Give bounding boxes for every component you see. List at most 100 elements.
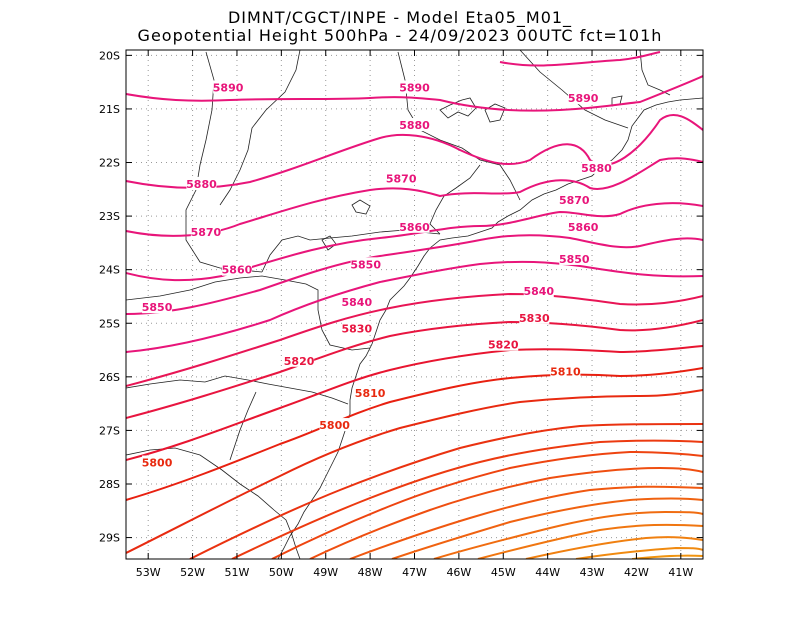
contour-line [126, 234, 703, 315]
contour-label-bg [386, 171, 417, 185]
title-line-1: DIMNT/CGCT/INPE - Model Eta05_M01_ [227, 8, 573, 27]
contour-line [126, 260, 703, 353]
contour-label: 5830 [341, 323, 372, 336]
contour-label-bg [559, 193, 590, 207]
lat-tick-label: 25S [99, 317, 120, 330]
contour-line [126, 157, 703, 237]
contour-line [477, 523, 703, 559]
lon-tick-label: 52W [180, 566, 205, 579]
contour-line [525, 536, 703, 559]
lon-tick-label: 44W [535, 566, 560, 579]
contour-label-bg [523, 284, 554, 298]
contour-label-bg [581, 160, 612, 174]
contour-line [126, 345, 703, 461]
contour-label: 5860 [568, 221, 599, 234]
contour-label: 5880 [581, 162, 612, 175]
lat-tick-label: 29S [99, 532, 120, 545]
lat-tick-label: 22S [99, 157, 120, 170]
contour-label-bg [568, 91, 599, 105]
state-border [126, 275, 371, 351]
lon-tick-label: 47W [402, 566, 427, 579]
lake-outline [484, 103, 506, 123]
contour-label-bg [488, 337, 519, 351]
contour-label: 5850 [559, 253, 590, 266]
lon-tick-label: 42W [624, 566, 649, 579]
lat-tick-label: 23S [99, 210, 120, 223]
contour-line [126, 202, 703, 282]
height-contours [126, 51, 703, 559]
lon-tick-label: 41W [668, 566, 693, 579]
contour-label: 5820 [488, 339, 519, 352]
lat-tick-label: 28S [99, 478, 120, 491]
contour-line [189, 423, 703, 559]
contour-label: 5890 [568, 92, 599, 105]
contour-label-bg [213, 80, 244, 94]
contour-label: 5800 [319, 419, 350, 432]
contour-line [126, 292, 703, 387]
lat-tick-label: 21S [99, 103, 120, 116]
contour-label: 5820 [284, 355, 315, 368]
lon-tick-label: 51W [225, 566, 250, 579]
title-line-2: Geopotential Height 500hPa - 24/09/2023 … [137, 26, 663, 45]
contour-label-bg [355, 385, 386, 399]
contour-label: 5850 [142, 301, 173, 314]
lat-tick-label: 26S [99, 371, 120, 384]
contour-label: 5870 [559, 194, 590, 207]
state-border [229, 391, 257, 461]
contour-label: 5830 [519, 312, 550, 325]
contour-label-bg [550, 364, 581, 378]
contour-line [126, 114, 703, 189]
contour-label: 5860 [399, 221, 430, 234]
contour-label-bg [399, 219, 430, 233]
lat-tick-label: 24S [99, 264, 120, 277]
contour-line [126, 75, 703, 112]
lake-outline [351, 199, 371, 215]
contour-label: 5840 [523, 285, 554, 298]
contour-label-bg [221, 262, 252, 276]
axis-ticks: 20S 21S 22S 23S 24S 25S 26S 27S 28S 29S 53W 52W 51W 5… [99, 49, 703, 579]
contour-label: 5850 [350, 258, 381, 271]
contour-label: 5810 [355, 387, 386, 400]
contour-label-bg [559, 251, 590, 265]
contour-label-bg [341, 321, 372, 335]
contour-labels: 5890 5890 5890 5880 5880 5880 5870 5870 5870 5860… [142, 80, 612, 470]
contour-line [271, 450, 703, 559]
contour-line [126, 367, 703, 501]
contour-label-bg [399, 80, 430, 94]
contour-label-bg [399, 118, 430, 132]
contour-label-bg [319, 418, 350, 432]
contour-label: 5890 [399, 82, 430, 95]
contour-label: 5870 [386, 173, 417, 186]
contour-label-bg [350, 257, 381, 271]
state-border [219, 50, 301, 206]
lon-tick-label: 49W [313, 566, 338, 579]
contour-line [575, 546, 703, 559]
contour-label-bg [341, 294, 372, 308]
contour-line [391, 497, 703, 559]
contour-line [231, 439, 703, 559]
lon-tick-label: 46W [446, 566, 471, 579]
contour-line [126, 389, 703, 554]
lon-tick-label: 53W [136, 566, 161, 579]
contour-label-bg [190, 225, 221, 239]
lon-tick-label: 48W [358, 566, 383, 579]
lon-tick-label: 43W [580, 566, 605, 579]
contour-label-bg [142, 300, 173, 314]
contour-label-bg [142, 455, 173, 469]
contour-label: 5810 [550, 365, 581, 378]
contour-label-bg [519, 310, 550, 324]
contour-line [309, 466, 703, 559]
contour-label: 5800 [142, 457, 173, 470]
contour-line [499, 51, 661, 67]
contour-label-bg [186, 176, 217, 190]
contour-label: 5860 [222, 264, 253, 277]
contour-line [631, 554, 703, 559]
contour-label-bg [568, 219, 599, 233]
state-border [429, 164, 481, 235]
contour-label: 5890 [213, 82, 244, 95]
coastline [277, 97, 703, 559]
contour-line [126, 319, 703, 419]
contour-label: 5840 [341, 296, 372, 309]
contour-label: 5870 [191, 226, 222, 239]
